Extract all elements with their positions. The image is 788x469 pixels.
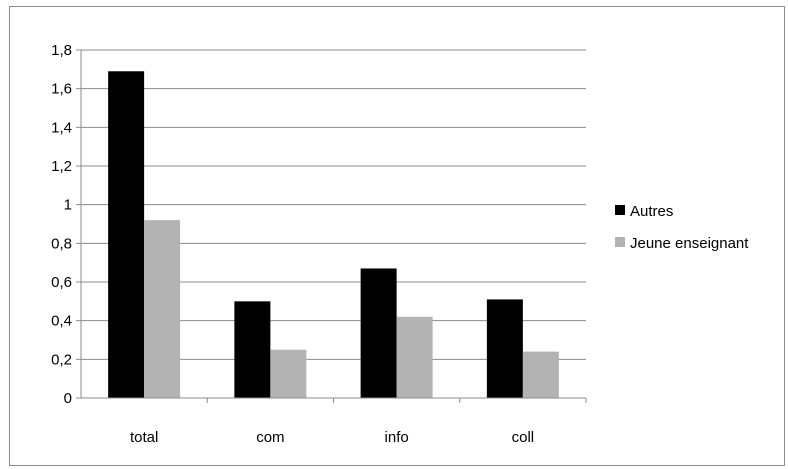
x-tick-label: com xyxy=(256,429,284,446)
x-tick-label: coll xyxy=(512,429,535,446)
legend: Autres Jeune enseignant xyxy=(615,203,749,252)
x-tick-label: total xyxy=(130,429,158,446)
y-tick-label: 1 xyxy=(64,197,72,214)
y-tick-label: 0,6 xyxy=(51,274,72,291)
legend-label: Jeune enseignant xyxy=(630,235,749,252)
bars xyxy=(108,71,559,399)
legend-swatch xyxy=(615,237,625,247)
y-tick-label: 0 xyxy=(64,390,72,407)
y-tick-label: 1,8 xyxy=(51,42,72,59)
y-axis-ticks: 0 0,2 0,4 0,6 0,8 1 1,2 1,4 1,6 1,8 xyxy=(51,42,72,407)
legend-swatch xyxy=(615,205,625,215)
y-tick-label: 1,2 xyxy=(51,158,72,175)
bar-com-1 xyxy=(270,349,307,398)
bar-total-1 xyxy=(144,220,181,398)
bar-total-0 xyxy=(108,71,145,399)
axes xyxy=(76,49,587,403)
bar-com-0 xyxy=(234,301,271,398)
bar-info-0 xyxy=(360,268,397,398)
bar-info-1 xyxy=(396,316,433,398)
legend-label: Autres xyxy=(630,203,673,220)
y-tick-label: 1,4 xyxy=(51,119,72,136)
bar-coll-1 xyxy=(522,351,559,398)
x-axis-labels: total com info coll xyxy=(130,429,534,446)
y-tick-label: 0,8 xyxy=(51,235,72,252)
y-tick-label: 0,2 xyxy=(51,351,72,368)
y-tick-label: 0,4 xyxy=(51,313,72,330)
y-tick-label: 1,6 xyxy=(51,81,72,98)
x-tick-label: info xyxy=(385,429,409,446)
bar-coll-0 xyxy=(486,299,523,398)
